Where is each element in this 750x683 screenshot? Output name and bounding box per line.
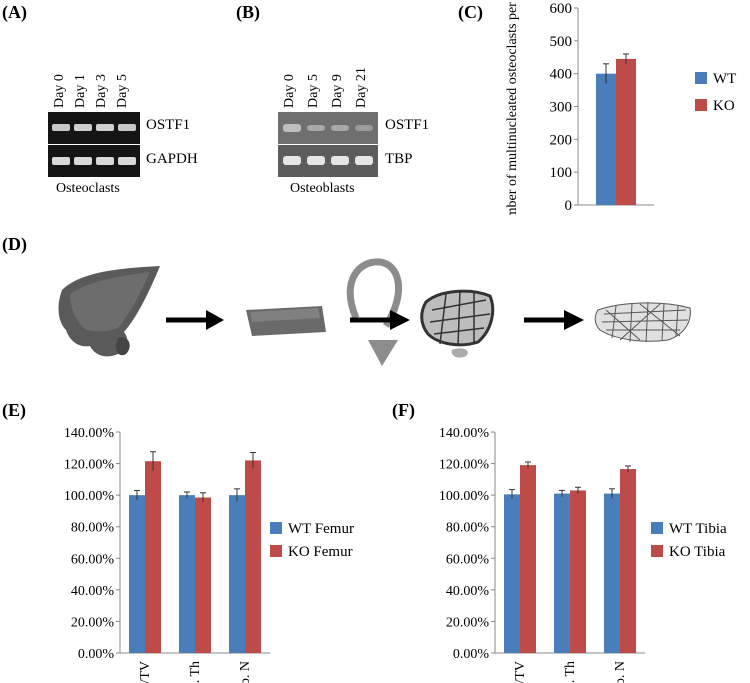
y-tick-label: 40.00% [446, 584, 490, 599]
y-tick-label: 20.00% [71, 615, 115, 630]
x-tick-label: BV/TV [138, 661, 153, 683]
y-tick-label: 500 [550, 34, 573, 50]
lane-label: Day 0 [52, 74, 67, 108]
lane-label: Day 9 [330, 74, 345, 108]
panel-label-e: (E) [2, 400, 26, 420]
trabecular-network-image [594, 301, 691, 343]
bar [616, 58, 636, 206]
lane-label: Day 0 [282, 74, 297, 108]
x-tick-label: Tb. N [238, 661, 253, 683]
y-tick-label: 80.00% [71, 521, 115, 536]
legend-label: WT [713, 71, 736, 87]
rotate-arrow-icon [346, 258, 403, 366]
gene-label: OSTF1 [146, 117, 191, 133]
chart-c: Number of multinucleated osteoclasts per… [505, 0, 736, 215]
arrow-icon [166, 310, 224, 330]
bar [604, 493, 620, 653]
legend-label: KO Tibia [669, 544, 726, 560]
legend-label: WT Femur [288, 521, 354, 537]
y-tick-label: 300 [550, 100, 573, 116]
y-tick-label: 20.00% [446, 615, 490, 630]
gene-label: TBP [385, 151, 413, 167]
y-tick-label: 100.00% [439, 489, 490, 504]
panel-label-c: (C) [458, 2, 483, 22]
bar [620, 469, 636, 653]
y-tick-label: 60.00% [446, 552, 490, 567]
gel-caption: Osteoblasts [290, 181, 355, 196]
y-tick-label: 0.00% [78, 647, 115, 662]
y-tick-label: 400 [550, 67, 573, 83]
gel-band-gapdh-osteoclasts [48, 145, 140, 177]
y-tick-label: 40.00% [71, 584, 115, 599]
microct-workflow [58, 258, 691, 366]
legend-swatch [651, 522, 663, 534]
panel-label-b: (B) [236, 2, 260, 22]
legend-label: KO Femur [288, 544, 353, 560]
gel-band-ostf1-osteoblasts [278, 112, 378, 144]
bone-section-image [246, 306, 326, 336]
chart-e: 0.00% 20.00% 40.00% 60.00% 80.00% 100.00% 120.… [64, 426, 354, 683]
y-tick-label: 600 [550, 1, 573, 17]
y-tick-label: 140.00% [64, 426, 115, 441]
bar [179, 495, 195, 653]
lane-label: Day 21 [354, 67, 369, 108]
legend-swatch [270, 545, 282, 557]
bar [596, 73, 616, 206]
y-tick-label: 100 [550, 165, 573, 181]
y-tick-label: 120.00% [439, 458, 490, 473]
legend-swatch [695, 99, 707, 111]
gene-label: GAPDH [146, 151, 198, 167]
panel-label-f: (F) [392, 400, 415, 420]
arrow-icon [524, 310, 584, 330]
y-tick-label: 120.00% [64, 458, 115, 473]
bar [229, 495, 245, 653]
bar [504, 494, 520, 653]
lane-label: Day 3 [94, 74, 109, 108]
y-tick-label: 0 [565, 198, 573, 214]
legend-swatch [695, 72, 707, 84]
bar [145, 461, 161, 653]
lane-label: Day 1 [73, 74, 88, 108]
panel-label-d: (D) [2, 234, 27, 254]
y-tick-label: 200 [550, 132, 573, 148]
legend-label: WT Tibia [669, 521, 727, 537]
gel-band-ostf1-osteoclasts [48, 112, 140, 144]
bar [195, 497, 211, 653]
lane-label: Day 5 [115, 74, 130, 108]
y-tick-label: 60.00% [71, 552, 115, 567]
bone-whole-image [58, 266, 160, 357]
y-axis-title: Number of multinucleated osteoclasts per… [505, 0, 520, 215]
y-tick-label: 140.00% [439, 426, 490, 441]
gel-band-tbp-osteoblasts [278, 145, 378, 177]
chart-f: 0.00% 20.00% 40.00% 60.00% 80.00% 100.00% 120.… [439, 426, 727, 683]
legend-swatch [651, 545, 663, 557]
bar [520, 465, 536, 653]
y-tick-label: 80.00% [446, 521, 490, 536]
trabecular-bone-image [420, 289, 495, 358]
bar [129, 495, 145, 653]
y-tick-label: 100.00% [64, 489, 115, 504]
legend-label: KO [713, 98, 735, 114]
panel-label-a: (A) [2, 2, 27, 22]
legend-swatch [270, 522, 282, 534]
gene-label: OSTF1 [385, 117, 430, 133]
bar [245, 460, 261, 653]
x-tick-label: Tb. N [613, 661, 628, 683]
x-tick-label: BV/TV [513, 661, 528, 683]
gel-caption: Osteoclasts [56, 181, 120, 196]
x-tick-label: Tb. Th [563, 661, 578, 683]
lane-label: Day 5 [306, 74, 321, 108]
y-tick-label: 0.00% [453, 647, 490, 662]
arrow-icon [350, 310, 410, 330]
x-tick-label: Tb. Th [188, 661, 203, 683]
bar [570, 490, 586, 653]
bar [554, 493, 570, 653]
